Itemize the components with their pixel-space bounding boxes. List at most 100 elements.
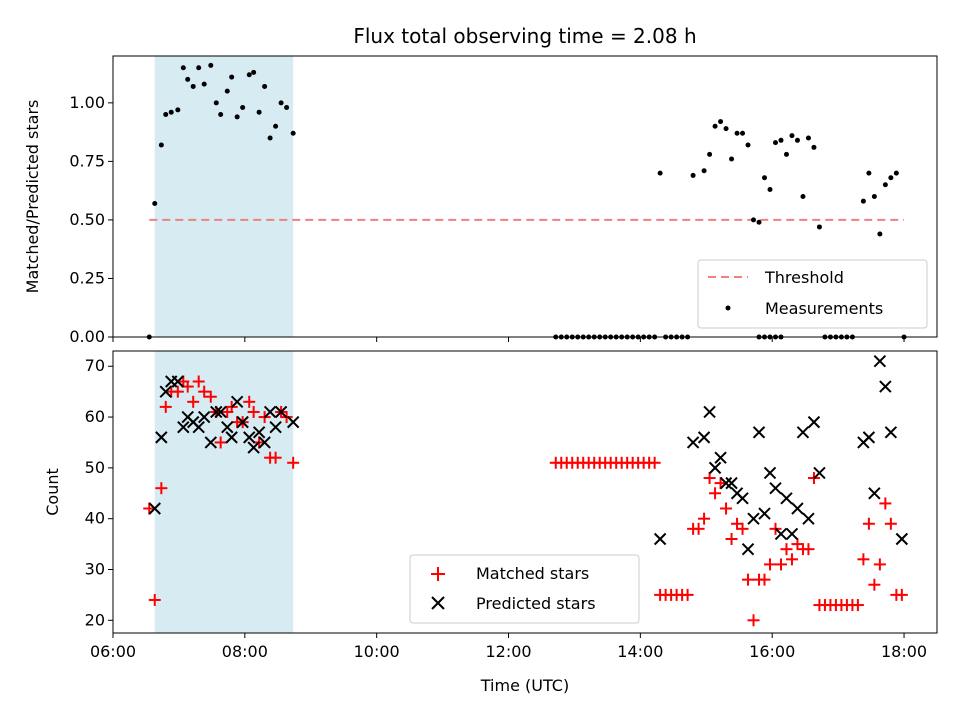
measurement-point xyxy=(866,170,872,176)
bottom-legend-box xyxy=(409,554,640,624)
measurement-point xyxy=(893,170,899,176)
predicted-cross-b xyxy=(868,487,881,500)
predicted-star-point xyxy=(895,532,909,546)
top-y-axis-label: Matched/Predicted stars xyxy=(23,100,42,294)
measurement-point xyxy=(729,156,735,162)
predicted-star-point xyxy=(159,385,172,398)
predicted-star-point xyxy=(210,405,223,419)
predicted-star-point xyxy=(686,436,700,449)
measurement-point xyxy=(778,137,784,143)
matched-star-point xyxy=(198,385,211,398)
predicted-cross-b xyxy=(258,436,271,449)
predicted-cross-b xyxy=(230,395,244,409)
predicted-star-point xyxy=(752,426,766,439)
predicted-cross-b xyxy=(204,436,217,449)
matched-star-point xyxy=(785,553,798,566)
matched-star-point xyxy=(709,487,722,500)
matched-star-point xyxy=(204,390,217,403)
predicted-cross-b xyxy=(274,405,288,419)
predicted-star-point xyxy=(269,421,282,434)
measurement-point xyxy=(267,135,273,141)
measurement-point xyxy=(794,137,800,143)
measurement-point xyxy=(246,72,252,78)
predicted-cross-b xyxy=(269,421,282,434)
matched-star-point xyxy=(714,477,727,490)
predicted-star-point xyxy=(258,436,271,449)
predicted-cross-b xyxy=(708,461,722,475)
matched-star-point xyxy=(155,482,168,495)
predicted-star-point xyxy=(155,431,168,444)
measurement-point xyxy=(278,100,284,106)
y-tick-label: 60 xyxy=(85,407,105,426)
predicted-cross-b xyxy=(159,385,172,398)
measurement-point xyxy=(789,133,795,139)
predicted-cross-b xyxy=(653,532,667,546)
predicted-star-point xyxy=(286,415,300,429)
matched-star-point xyxy=(774,558,787,571)
x-axis-label: Time (UTC) xyxy=(480,676,569,695)
measurement-point xyxy=(701,168,707,174)
predicted-cross-b xyxy=(214,405,227,419)
matched-star-point xyxy=(851,599,864,612)
measurement-point xyxy=(882,182,888,188)
predicted-star-point xyxy=(774,527,788,541)
measurement-point xyxy=(163,112,169,118)
measurement-point xyxy=(190,83,196,89)
measurement-point xyxy=(196,65,202,71)
predicted-cross-b xyxy=(719,476,733,490)
measurement-point xyxy=(229,74,235,80)
matched-star-point xyxy=(857,553,870,566)
predicted-star-point xyxy=(736,492,749,505)
predicted-cross-b xyxy=(686,436,700,449)
x-tick-label: 18:00 xyxy=(881,642,927,661)
y-tick-label: 70 xyxy=(85,356,105,375)
y-tick-label: 0.75 xyxy=(69,151,105,170)
y-tick-label: 1.00 xyxy=(69,93,105,112)
predicted-cross-b xyxy=(879,380,892,393)
predicted-cross-b xyxy=(148,502,161,515)
observing-window-shade xyxy=(154,56,294,337)
predicted-star-point xyxy=(741,542,755,556)
predicted-cross-b xyxy=(758,507,771,520)
count-panel: 20 30 40 50 60 70 06:00 08:00 10:00 12:00 14:00 16… xyxy=(43,350,938,695)
measurement-point xyxy=(175,107,181,113)
measurement-point xyxy=(158,142,164,148)
predicted-star-point xyxy=(873,354,887,368)
predicted-cross-b xyxy=(286,415,300,429)
matched-star-point xyxy=(731,517,744,530)
predicted-cross-b xyxy=(747,512,760,525)
matched-star-point xyxy=(681,588,694,601)
predicted-cross-b xyxy=(807,415,821,429)
matched-star-point xyxy=(791,538,804,551)
predicted-star-point xyxy=(236,415,249,429)
matched-star-point xyxy=(171,385,184,398)
measurement-point xyxy=(201,81,207,87)
predicted-cross-b xyxy=(862,431,876,444)
predicted-star-point xyxy=(714,451,727,464)
observing-window-shade-bottom xyxy=(154,351,294,633)
predicted-stars-points xyxy=(148,354,909,556)
matched-star-point xyxy=(159,400,172,413)
predicted-star-point xyxy=(725,476,738,490)
legend-measurements-swatch xyxy=(725,305,731,311)
predicted-cross-b xyxy=(697,431,711,444)
x-tick-label: 08:00 xyxy=(222,642,268,661)
top-legend: Threshold Measurements xyxy=(697,259,928,329)
measurement-point xyxy=(740,130,746,136)
predicted-cross-b xyxy=(210,405,223,419)
matched-star-point xyxy=(703,472,716,485)
predicted-cross-b xyxy=(895,532,909,546)
legend-predicted-label: Predicted stars xyxy=(476,594,596,613)
measurement-point xyxy=(273,123,279,129)
predicted-cross-b xyxy=(752,426,766,439)
predicted-star-point xyxy=(719,476,733,490)
legend-measurements-label: Measurements xyxy=(765,299,883,318)
measurement-point xyxy=(290,130,296,136)
matched-star-point xyxy=(736,522,749,535)
predicted-star-point xyxy=(204,436,217,449)
predicted-cross-b xyxy=(774,527,788,541)
predicted-star-point xyxy=(791,502,804,515)
top-legend-box xyxy=(697,259,928,329)
measurement-point xyxy=(234,114,240,120)
measurement-point xyxy=(816,224,822,230)
